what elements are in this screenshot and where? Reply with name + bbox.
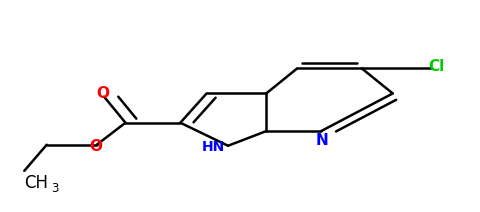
Text: 3: 3 xyxy=(51,181,59,195)
Text: O: O xyxy=(89,139,102,154)
Text: N: N xyxy=(316,133,328,148)
Text: O: O xyxy=(96,86,109,101)
Text: CH: CH xyxy=(24,174,48,192)
Text: Cl: Cl xyxy=(429,59,445,74)
Text: HN: HN xyxy=(202,140,225,154)
